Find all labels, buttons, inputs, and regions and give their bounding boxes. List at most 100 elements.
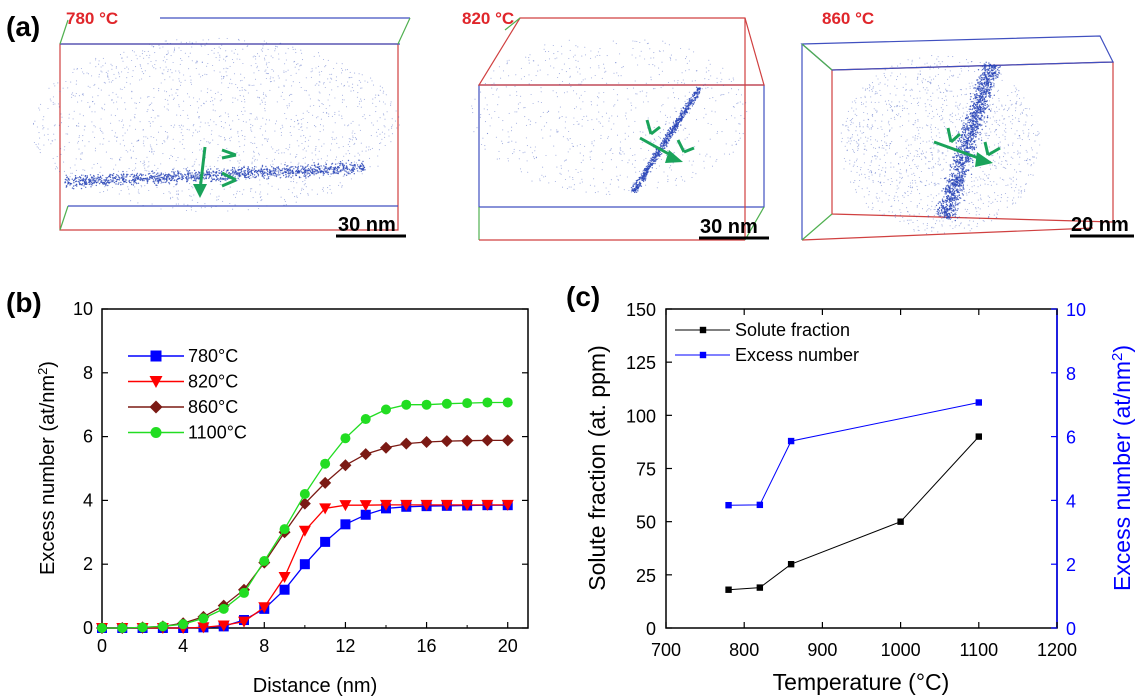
atom-point xyxy=(263,57,266,59)
atom-point xyxy=(352,130,354,132)
atom-point xyxy=(279,174,281,176)
atom-point xyxy=(257,169,260,172)
atom-point xyxy=(1014,117,1017,119)
atom-point xyxy=(556,129,558,131)
atom-point xyxy=(730,115,733,117)
atom-point xyxy=(130,200,132,202)
atom-point xyxy=(890,166,892,168)
atom-point xyxy=(152,180,154,183)
atom-point xyxy=(207,88,209,90)
atom-point xyxy=(133,116,135,118)
atom-point xyxy=(660,145,662,147)
atom-point xyxy=(36,126,38,128)
atom-point xyxy=(871,156,873,158)
atom-point xyxy=(919,73,921,75)
atom-point xyxy=(262,117,264,119)
atom-point xyxy=(87,182,89,184)
atom-point xyxy=(292,181,295,183)
atom-point xyxy=(250,177,252,179)
atom-point xyxy=(225,71,227,73)
atom-point xyxy=(290,74,292,76)
atom-point xyxy=(277,75,279,77)
atom-point xyxy=(1015,103,1017,105)
atom-point xyxy=(634,191,636,193)
atom-point xyxy=(80,67,82,70)
atom-point xyxy=(945,99,948,101)
atom-point xyxy=(642,131,644,133)
atom-point xyxy=(739,132,741,134)
atom-point xyxy=(369,149,371,151)
atom-point xyxy=(375,111,377,113)
atom-point xyxy=(681,82,683,84)
atom-point xyxy=(52,140,54,142)
atom-point xyxy=(493,70,495,72)
atom-point xyxy=(375,131,378,133)
atom-point xyxy=(523,107,525,109)
atom-point xyxy=(81,140,84,142)
atom-point xyxy=(236,87,239,89)
atom-point xyxy=(304,166,306,169)
atom-point xyxy=(725,143,727,145)
atom-point xyxy=(633,188,636,190)
atom-point xyxy=(613,72,615,74)
atom-point xyxy=(342,136,344,138)
atom-point xyxy=(309,175,311,177)
atom-point xyxy=(144,167,146,169)
atom-point xyxy=(1019,170,1021,172)
atom-point xyxy=(300,171,303,173)
atom-point xyxy=(663,145,666,147)
atom-point xyxy=(300,49,302,51)
atom-point xyxy=(525,124,528,126)
atom-point xyxy=(274,168,277,170)
atom-point xyxy=(273,171,276,174)
atom-point xyxy=(561,186,564,188)
scale-bar-label: 30 nm xyxy=(338,214,396,236)
atom-point xyxy=(188,169,191,172)
atom-point xyxy=(480,114,482,116)
atom-point xyxy=(640,185,643,187)
atom-point xyxy=(685,127,687,130)
atom-point xyxy=(254,160,256,162)
atom-point xyxy=(704,108,706,110)
atom-point xyxy=(288,95,291,97)
atom-point xyxy=(240,73,242,75)
atom-point xyxy=(196,101,198,103)
atom-point xyxy=(343,84,346,86)
atom-point xyxy=(640,177,642,179)
atom-point xyxy=(140,185,142,187)
atom-point xyxy=(151,147,153,149)
atom-point xyxy=(232,101,234,103)
atom-point xyxy=(493,82,495,84)
atom-point xyxy=(105,71,107,73)
atom-point xyxy=(100,129,102,131)
atom-point xyxy=(942,220,944,222)
atom-point xyxy=(855,126,857,128)
atom-point xyxy=(247,176,249,178)
atom-point xyxy=(650,163,652,165)
atom-point xyxy=(685,106,687,108)
atom-point xyxy=(343,85,345,87)
atom-point xyxy=(82,177,85,180)
atom-point xyxy=(324,166,326,168)
atom-point xyxy=(358,73,360,75)
atom-point xyxy=(528,57,530,59)
atom-point xyxy=(167,135,169,137)
atom-point xyxy=(870,136,872,138)
atom-point xyxy=(274,123,277,125)
atom-point xyxy=(125,181,128,184)
atom-point xyxy=(571,142,573,145)
atom-point xyxy=(617,179,619,181)
temperature-label: 820 °C xyxy=(462,9,514,28)
atom-point xyxy=(695,119,698,121)
atom-point xyxy=(613,123,615,125)
atom-point xyxy=(585,191,587,193)
atom-point xyxy=(144,163,146,165)
atom-point xyxy=(235,193,238,195)
atom-point xyxy=(535,122,537,124)
atom-point xyxy=(83,181,86,183)
atom-point xyxy=(316,193,318,195)
atom-point xyxy=(164,174,167,176)
atom-point xyxy=(594,74,596,77)
atom-point xyxy=(296,171,299,174)
atom-point xyxy=(152,179,155,181)
